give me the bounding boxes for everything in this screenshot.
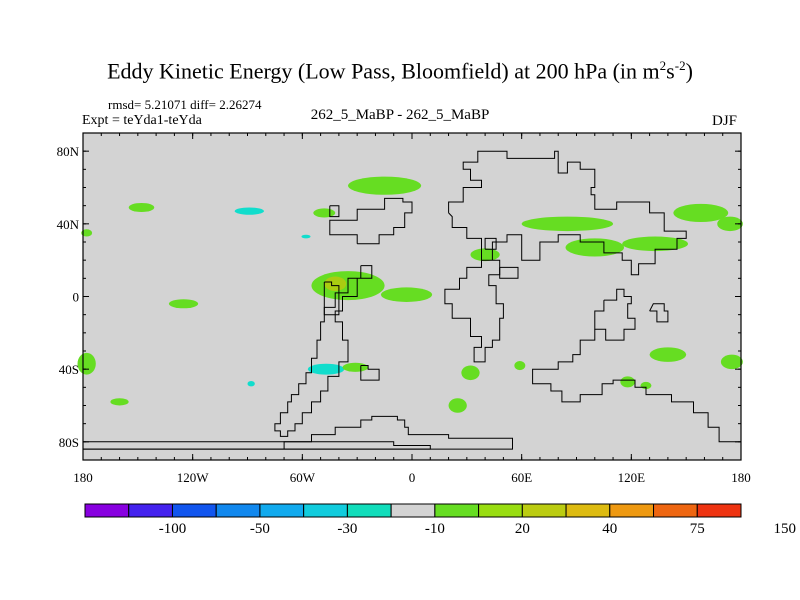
field-patch-8 <box>380 287 433 302</box>
comparison-label: 262_5_MaBP - 262_5_MaBP <box>310 107 490 123</box>
field-patch-0 <box>348 176 422 195</box>
field-patch-19 <box>307 363 345 375</box>
field-patch-21 <box>461 365 480 381</box>
plot-area <box>77 132 743 461</box>
field-patch-1 <box>128 202 155 213</box>
coastlines <box>83 150 741 450</box>
field-patch-5 <box>81 229 93 237</box>
field-patch-15 <box>717 216 743 232</box>
field-patch-18 <box>247 380 255 387</box>
field-patch-20 <box>342 362 369 372</box>
colorbar-label: 150 <box>773 521 796 537</box>
field-patch-2 <box>234 207 264 215</box>
colorbar-label: -30 <box>337 521 357 537</box>
field-patch-16 <box>77 352 96 375</box>
lat-tick-label: 80N <box>57 144 80 159</box>
colorbar-swatch-2 <box>171 503 217 518</box>
field-patch-14 <box>673 203 729 223</box>
stats-text: rmsd= 5.21071 diff= 2.26274 <box>108 97 262 112</box>
colorbar-swatch-4 <box>259 503 305 518</box>
coastline-5 <box>329 197 413 245</box>
coastline-0 <box>83 415 513 450</box>
field-patch-17 <box>110 398 129 406</box>
colorbar-swatch-12 <box>609 503 655 518</box>
lat-tick-label: 0 <box>73 290 80 305</box>
colorbar: -100 -50 -30 -10 20 40 75 150 <box>84 503 796 537</box>
colorbar-swatch-3 <box>215 503 261 518</box>
lon-tick-label: 180 <box>73 470 93 485</box>
field-patch-9 <box>168 299 199 309</box>
field-patch-23 <box>514 360 526 371</box>
map-title: Eddy Kinetic Energy (Low Pass, Bloomfiel… <box>107 58 693 84</box>
coastline-10 <box>532 329 741 443</box>
colorbar-swatch-8 <box>434 503 480 518</box>
field-patch-26 <box>649 347 687 362</box>
season-label: DJF <box>712 113 738 129</box>
lat-tick-label: 80S <box>59 435 79 450</box>
field-patch-24 <box>620 376 635 388</box>
lon-tick-label: 180 <box>731 470 751 485</box>
coastline-3 <box>323 281 340 316</box>
field-patch-27 <box>720 354 743 370</box>
axis-ticks: 180 120W 60W 0 60E 120E 180 80N 40N 0 40S 80S <box>57 133 751 485</box>
coastline-11 <box>594 288 636 341</box>
lat-tick-label: 40S <box>59 362 79 377</box>
colorbar-label: -50 <box>250 521 270 537</box>
colorbar-swatch-13 <box>653 503 698 518</box>
colorbar-swatch-6 <box>346 503 392 518</box>
coastline-7 <box>444 150 687 363</box>
field-patch-4 <box>301 234 311 239</box>
colorbar-label: 20 <box>515 521 530 537</box>
colorbar-swatch-9 <box>478 503 523 518</box>
colorbar-label: 40 <box>602 521 617 537</box>
lon-tick-label: 120E <box>618 470 646 485</box>
colorbar-label: -10 <box>425 521 445 537</box>
colorbar-swatch-0 <box>84 503 130 518</box>
colorbar-swatch-10 <box>521 503 567 518</box>
coastline-6 <box>329 205 340 218</box>
field-patch-13 <box>622 236 688 252</box>
colorbar-label: 75 <box>690 521 705 537</box>
colorbar-swatch-14 <box>696 503 742 518</box>
coastline-12 <box>649 303 669 323</box>
colorbar-swatch-5 <box>303 503 348 518</box>
colorbar-swatch-7 <box>390 503 436 518</box>
field-patch-10 <box>470 248 500 262</box>
lat-tick-label: 40N <box>57 217 80 232</box>
colorbar-label: -100 <box>159 521 187 537</box>
coastline-1 <box>83 441 431 450</box>
lon-tick-label: 60E <box>511 470 532 485</box>
field-patch-22 <box>448 398 467 413</box>
lon-tick-label: 0 <box>409 470 416 485</box>
lon-tick-label: 120W <box>177 470 210 485</box>
field-patch-7 <box>324 276 347 292</box>
coastline-4 <box>360 365 380 381</box>
colorbar-swatch-1 <box>128 503 173 518</box>
field-patch-11 <box>521 216 614 232</box>
experiment-label: Expt = teYda1-teYda <box>82 113 202 128</box>
field-patch-12 <box>565 238 625 257</box>
coastline-2 <box>274 265 373 437</box>
coastline-9 <box>499 266 519 279</box>
colorbar-swatch-11 <box>565 503 611 518</box>
coastline-8 <box>484 237 497 250</box>
lon-tick-label: 60W <box>290 470 316 485</box>
